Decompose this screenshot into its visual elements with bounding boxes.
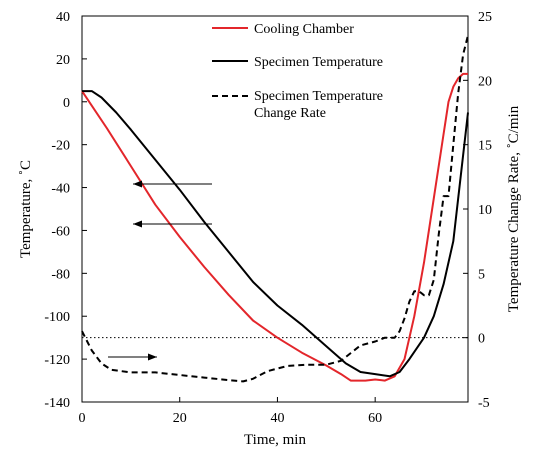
y2-tick-label: -5	[478, 396, 490, 411]
y-tick-label: -100	[44, 310, 70, 325]
y2-tick-label: 5	[478, 267, 485, 282]
series-layer	[81, 35, 469, 383]
y2-axis-title: Temperature Change Rate, ˚C/min	[506, 105, 522, 312]
x-tick-label: 20	[173, 411, 187, 426]
y-tick-label: -140	[44, 396, 70, 411]
y2-tick-label: 10	[478, 203, 492, 218]
legend-label-change-rate: Specimen Temperature Change Rate	[254, 89, 383, 121]
y2-tick-label: 25	[478, 10, 492, 25]
legend-label-line: Specimen Temperature	[254, 89, 383, 104]
annotation-arrow-head	[148, 353, 157, 361]
y-tick-label: -60	[51, 224, 70, 239]
plot-frame	[81, 15, 469, 403]
y-tick-label: -80	[51, 267, 70, 282]
x-tick-label: 0	[79, 411, 86, 426]
y-tick-label: 40	[56, 10, 70, 25]
series-line-1	[82, 90, 469, 378]
y-tick-label: -40	[51, 182, 70, 197]
legend-label-line: Change Rate	[254, 106, 326, 121]
ticks-layer: 0 20 40 60 40 20 0 -20 -40 -60 -80 -100 -120 -140 25 20…	[44, 10, 492, 426]
y-tick-label: 0	[63, 96, 70, 111]
y-tick-label: -120	[44, 353, 70, 368]
series-line-0	[81, 72, 468, 382]
plot-area	[81, 15, 469, 403]
y-tick-label: 20	[56, 53, 70, 68]
legend: Cooling Chamber Specimen Temperature Spe…	[212, 22, 383, 121]
legend-label-specimen-temperature: Specimen Temperature	[254, 55, 383, 70]
annotation-arrow-head	[133, 220, 142, 228]
x-tick-label: 60	[368, 411, 382, 426]
y2-tick-label: 15	[478, 139, 492, 154]
series-line-2	[81, 35, 469, 383]
y2-tick-label: 0	[478, 332, 485, 347]
annotations-layer	[108, 180, 212, 361]
y-tick-label: -20	[51, 139, 70, 154]
x-axis-title: Time, min	[244, 432, 306, 448]
x-tick-label: 40	[270, 411, 284, 426]
y-axis-title: Temperature, ˚C	[18, 160, 34, 258]
legend-label-cooling-chamber: Cooling Chamber	[254, 22, 354, 37]
annotation-arrow-head	[133, 180, 142, 188]
y2-tick-label: 20	[478, 74, 492, 89]
